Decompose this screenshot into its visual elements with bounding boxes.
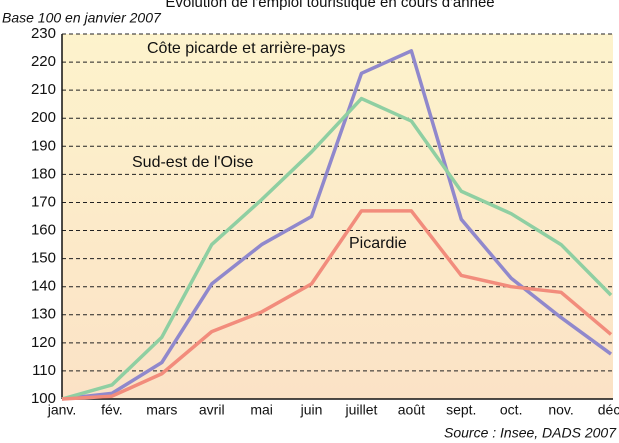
- y-tick-label: 120: [31, 334, 56, 351]
- x-tick-label: sept.: [446, 402, 476, 418]
- y-tick-label: 130: [31, 306, 56, 323]
- series-label: Côte picarde et arrière-pays: [147, 40, 345, 57]
- chart-title: Évolution de l'emploi touristique en cou…: [165, 0, 494, 11]
- y-tick-label: 190: [31, 137, 56, 154]
- chart-subtitle: Base 100 en janvier 2007: [2, 10, 162, 26]
- y-tick-label: 150: [31, 250, 56, 267]
- x-tick-label: juin: [300, 402, 323, 418]
- series-label: Picardie: [349, 235, 407, 252]
- y-tick-label: 230: [31, 25, 56, 42]
- y-tick-label: 170: [31, 193, 56, 210]
- series-line: [61, 49, 613, 401]
- y-tick-label: 110: [32, 362, 56, 379]
- series-line: [61, 209, 613, 401]
- x-tick-label: oct.: [500, 402, 523, 418]
- y-tick-label: 140: [31, 278, 56, 295]
- plot-background: [62, 34, 613, 399]
- x-tick-label: juillet: [345, 402, 378, 418]
- y-tick-label: 220: [31, 53, 56, 70]
- series-line: [61, 96, 613, 401]
- x-tick-label: avril: [199, 402, 225, 418]
- x-tick-label: janv.: [47, 402, 77, 418]
- x-tick-label: août: [398, 402, 425, 418]
- y-tick-label: 100: [31, 390, 56, 407]
- y-tick-label: 210: [31, 81, 56, 98]
- y-tick-label: 160: [31, 222, 56, 239]
- x-tick-label: déc.: [598, 402, 619, 418]
- source: Source : Insee, DADS 2007: [444, 425, 617, 441]
- y-tick-label: 180: [31, 165, 56, 182]
- y-tick-label: 200: [31, 109, 56, 126]
- x-tick-label: nov.: [548, 402, 573, 418]
- series-label: Sud-est de l'Oise: [132, 154, 253, 171]
- x-tick-label: mars: [146, 402, 177, 418]
- x-tick-label: fév.: [101, 402, 123, 418]
- x-tick-label: mai: [250, 402, 273, 418]
